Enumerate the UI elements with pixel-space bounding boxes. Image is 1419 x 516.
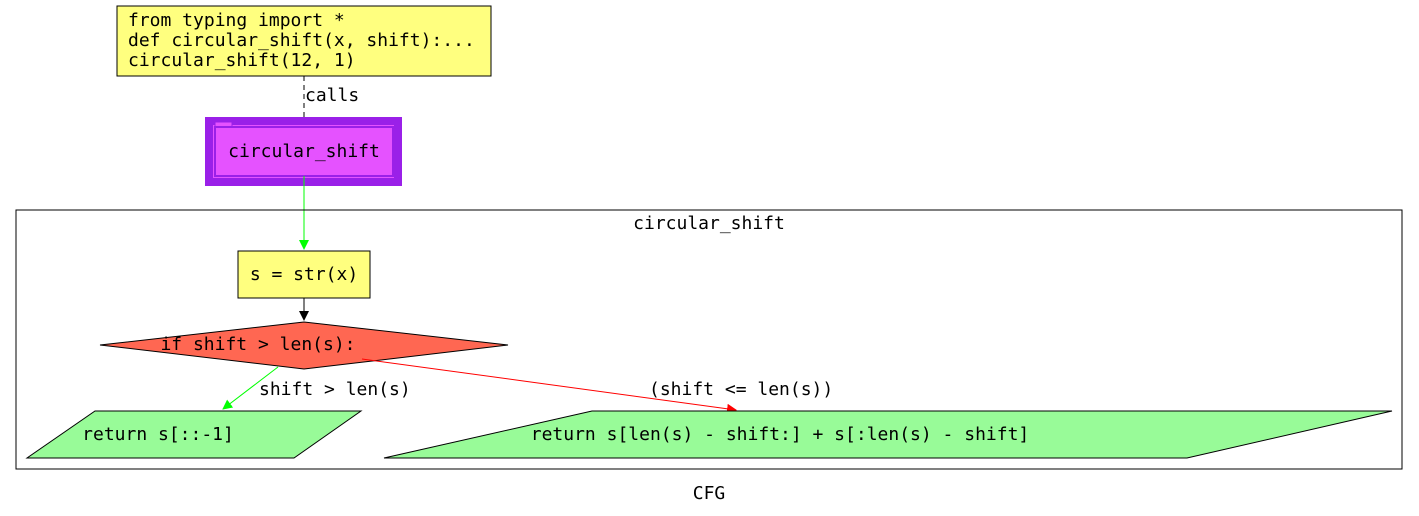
function-node-label: circular_shift <box>228 141 380 162</box>
cluster-circular-shift: circular_shift <box>15 209 1403 470</box>
true-branch-label: shift > len(s) <box>259 379 411 400</box>
diagram-caption: CFG <box>693 483 726 504</box>
return-true-node: return s[::-1] <box>25 410 363 459</box>
function-node: circular_shift <box>205 117 402 186</box>
assign-node-label: s = str(x) <box>250 264 358 285</box>
true-branch-edge: shift > len(s) <box>222 366 411 410</box>
condition-node-label: if shift > len(s): <box>160 334 355 355</box>
calls-edge-label: calls <box>305 85 359 106</box>
calls-edge: calls <box>299 76 359 129</box>
false-branch-edge: (shift <= len(s)) <box>361 358 833 414</box>
entry-line-1: from typing import * <box>128 10 345 31</box>
return-false-node: return s[len(s) - shift:] + s[:len(s) - … <box>383 410 1393 459</box>
condition-node: if shift > len(s): <box>99 321 509 370</box>
false-branch-label: (shift <= len(s)) <box>649 379 833 400</box>
entry-line-2: def circular_shift(x, shift):... <box>128 30 475 51</box>
entry-line-3: circular_shift(12, 1) <box>128 50 356 71</box>
return-false-label: return s[len(s) - shift:] + s[:len(s) - … <box>531 424 1030 445</box>
cluster-title: circular_shift <box>633 213 785 234</box>
assign-node: s = str(x) <box>237 250 371 299</box>
entry-node: from typing import * def circular_shift(… <box>116 5 492 77</box>
return-true-label: return s[::-1] <box>82 424 234 445</box>
